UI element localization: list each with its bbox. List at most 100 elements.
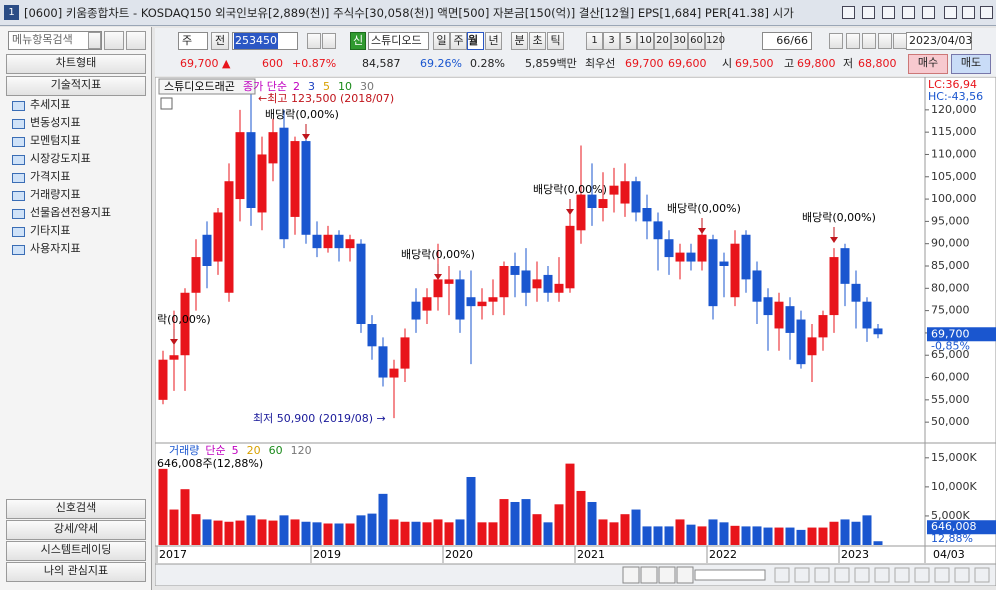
indicator-button[interactable]: 기술적지표 [6,76,146,96]
zoom-button[interactable] [854,567,870,583]
zoom-button[interactable] [894,567,910,583]
tree-item[interactable]: 모멘텀지표 [30,134,81,147]
title-icon[interactable] [944,6,957,19]
tool-icon[interactable] [322,33,336,49]
scroll-button[interactable] [676,566,694,584]
tree-item[interactable]: 가격지표 [30,170,71,183]
zoom-button[interactable] [834,567,850,583]
volume-bar [290,519,300,545]
interval-button[interactable]: 1 [586,32,603,50]
ma-period: 3 [308,80,315,93]
zoom-button[interactable] [874,567,890,583]
quote-price: 69,700 [180,57,219,70]
tool-icon[interactable] [878,33,892,49]
chart-type-button[interactable]: 차트형태 [6,54,146,74]
zoom-button[interactable] [774,567,790,583]
candle-body [796,319,806,365]
candle-body [268,132,278,164]
volume-bar [367,513,377,545]
quote-low-label: 저 [843,57,854,70]
volume-note: 646,008주(12,88%) [157,457,263,470]
interval-button[interactable]: 5 [620,32,637,50]
ma-period: 30 [360,80,374,93]
volume-bar [378,493,388,545]
search-dropdown[interactable] [88,32,101,49]
last-change: -0,85% [931,339,970,352]
tool-icon[interactable] [829,33,843,49]
low-note: 최저 50,900 (2019/08) → [253,412,386,425]
down-button[interactable] [126,31,146,50]
tool-icon[interactable] [307,33,321,49]
folder-icon [12,245,25,255]
sidebar-button[interactable]: 시스템트레이딩 [6,541,146,561]
zoom-button[interactable] [794,567,810,583]
code-input[interactable]: 253450 [234,33,278,49]
sidebar-button[interactable]: 신호검색 [6,499,146,519]
unit-button[interactable]: 초 [529,32,546,50]
unit-button[interactable]: 년 [485,32,502,50]
interval-button[interactable]: 60 [688,32,705,50]
candle-body [730,243,740,298]
candle-body [433,279,443,298]
volume-bar [400,521,410,545]
new-button[interactable]: 신 [350,32,366,50]
title-icon[interactable] [922,6,935,19]
zoom-button[interactable] [934,567,950,583]
folder-icon [12,227,25,237]
tool-icon[interactable] [893,33,907,49]
zoom-button[interactable] [974,567,990,583]
period-select[interactable]: 주 [178,32,208,50]
volume-bar [488,522,498,545]
candle-body [675,252,685,262]
interval-button[interactable]: 3 [603,32,620,50]
title-icon[interactable] [882,6,895,19]
tree-item[interactable]: 사용자지표 [30,242,81,255]
unit-button[interactable]: 주 [450,32,467,50]
interval-button[interactable]: 120 [705,32,725,50]
scroll-track[interactable] [694,569,766,581]
volume-bar [356,515,366,545]
search-button[interactable] [104,31,124,50]
tree-item[interactable]: 추세지표 [30,98,71,111]
tool-icon[interactable] [862,33,876,49]
tree-item[interactable]: 변동성지표 [30,116,81,129]
unit-button[interactable]: 틱 [547,32,564,50]
tool-icon[interactable] [846,33,860,49]
sell-button[interactable]: 매도 [951,54,991,74]
title-icon[interactable] [962,6,975,19]
quote-high-label: 고 [784,57,795,70]
window-number: 1 [4,5,19,20]
scroll-button[interactable] [640,566,658,584]
unit-button[interactable]: 월 [467,32,484,50]
interval-button[interactable]: 10 [637,32,654,50]
tree-item[interactable]: 시장강도지표 [30,152,91,165]
candle-body [598,199,608,208]
sidebar-button[interactable]: 강세/약세 [6,520,146,540]
tree-item[interactable]: 거래량지표 [30,188,81,201]
lc-label: LC:36,94 [928,78,977,91]
tree-item[interactable]: 선물옵션전용지표 [30,206,111,219]
title-icon[interactable] [902,6,915,19]
volume-bar [642,526,652,545]
zoom-button[interactable] [954,567,970,583]
buy-button[interactable]: 매수 [908,54,948,74]
unit-button[interactable]: 일 [433,32,450,50]
scroll-button[interactable] [622,566,640,584]
scroll-button[interactable] [658,566,676,584]
tree-item[interactable]: 기타지표 [30,224,71,237]
title-icon[interactable] [980,6,993,19]
dividend-arrow-head [170,339,178,345]
zoom-button[interactable] [814,567,830,583]
volume-tick-label: 15,000K [931,451,977,464]
prev-button[interactable]: 전 [211,32,229,50]
interval-button[interactable]: 20 [654,32,671,50]
candle-body [290,141,300,217]
search-input[interactable]: 메뉴항목검색 [8,31,102,50]
title-icon[interactable] [842,6,855,19]
title-icon[interactable] [862,6,875,19]
sidebar-button[interactable]: 나의 관심지표 [6,562,146,582]
date-box[interactable]: 2023/04/03 [906,32,972,50]
interval-button[interactable]: 30 [671,32,688,50]
zoom-button[interactable] [914,567,930,583]
unit-button[interactable]: 분 [511,32,528,50]
